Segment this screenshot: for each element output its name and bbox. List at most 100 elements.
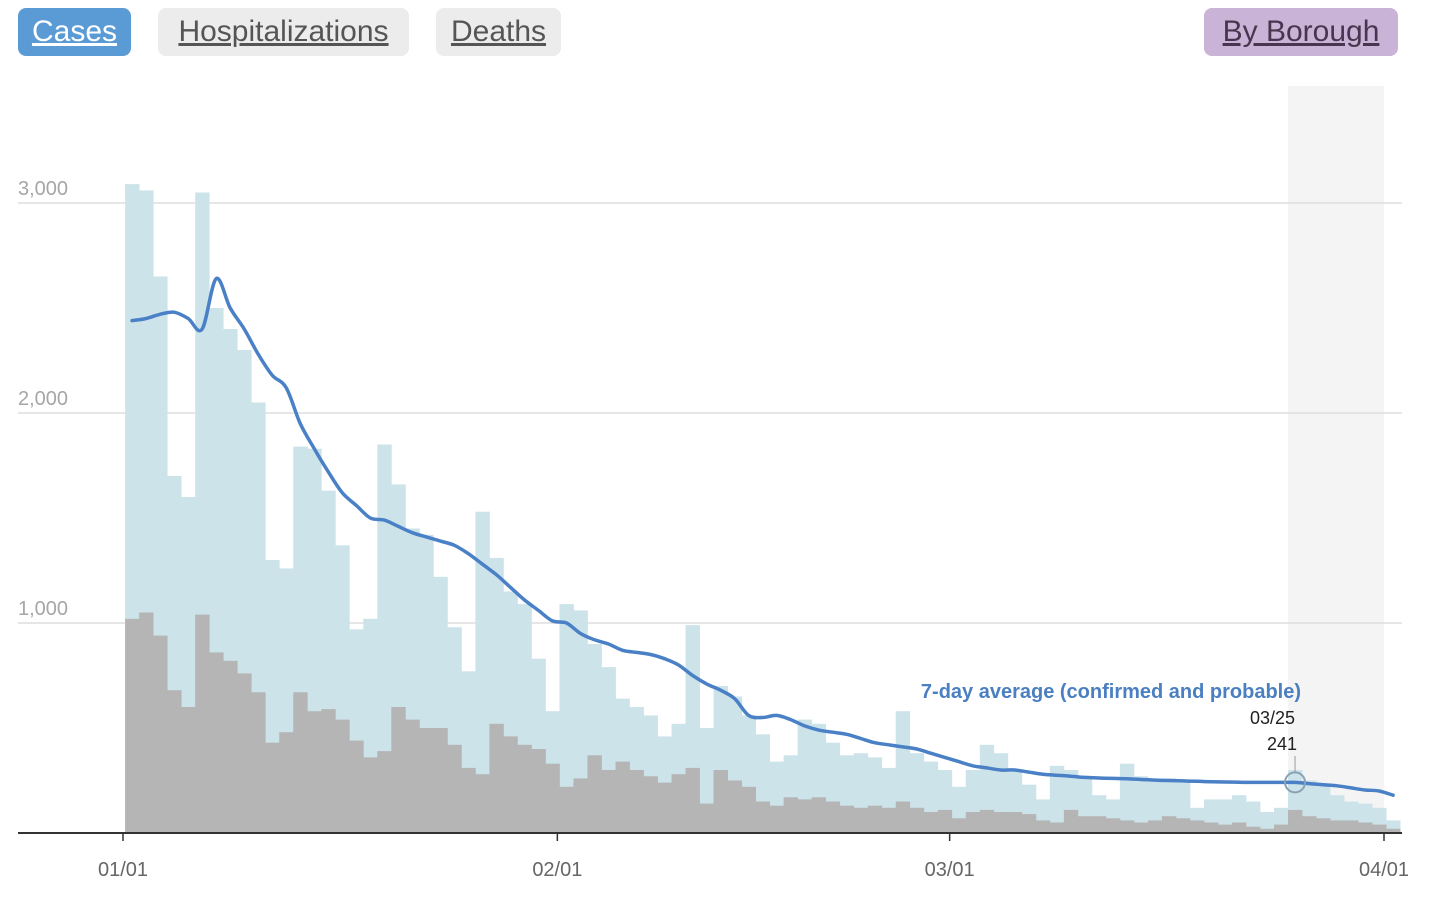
confirmed-case-bar xyxy=(1091,816,1107,833)
total-case-bar xyxy=(1133,776,1149,833)
confirmed-case-bar xyxy=(461,767,476,833)
confirmed-case-bar xyxy=(1175,818,1191,833)
confirmed-case-bar xyxy=(1077,816,1093,833)
confirmed-case-bar xyxy=(713,770,728,833)
confirmed-case-bar xyxy=(293,692,308,833)
confirmed-case-bar xyxy=(531,749,546,833)
confirmed-case-bar xyxy=(405,719,420,833)
by-borough-button[interactable]: By Borough xyxy=(1204,8,1398,56)
confirmed-case-bar xyxy=(1245,826,1261,833)
confirmed-case-bar xyxy=(783,797,799,833)
confirmed-case-bar xyxy=(643,776,658,833)
total-case-bar xyxy=(559,604,574,833)
confirmed-case-bar xyxy=(1007,812,1023,833)
confirmed-cases-bars xyxy=(125,612,1401,833)
confirmed-case-bar xyxy=(251,692,266,833)
total-case-bar xyxy=(377,444,392,833)
confirmed-case-bar xyxy=(825,801,841,833)
confirmed-case-bar xyxy=(937,809,953,833)
total-case-bar xyxy=(1245,801,1261,833)
total-case-bar xyxy=(1049,765,1065,833)
confirmed-case-bar xyxy=(517,744,532,833)
confirmed-case-bar xyxy=(993,812,1009,833)
confirmed-case-bar xyxy=(419,728,434,833)
confirmed-case-bar xyxy=(797,799,813,833)
x-tick-label: 04/01 xyxy=(1359,859,1409,881)
confirmed-case-bar xyxy=(181,707,196,833)
total-case-bar xyxy=(1260,812,1275,833)
confirmed-case-bar xyxy=(1288,809,1303,833)
confirmed-case-bar xyxy=(489,723,504,833)
confirmed-case-bar xyxy=(811,797,827,833)
confirmed-case-bar xyxy=(1231,822,1247,833)
x-tick-label: 02/01 xyxy=(532,859,582,881)
confirmed-case-bar xyxy=(1344,820,1359,833)
tab-cases[interactable]: Cases xyxy=(18,8,131,56)
confirmed-case-bar xyxy=(363,757,378,833)
tab-hospitalizations[interactable]: Hospitalizations xyxy=(158,8,409,56)
confirmed-case-bar xyxy=(1316,818,1331,833)
tooltip-date: 03/25 xyxy=(1250,708,1295,728)
confirmed-case-bar xyxy=(881,807,897,833)
confirmed-case-bar xyxy=(1119,820,1135,833)
confirmed-case-bar xyxy=(447,744,462,833)
confirmed-case-bar xyxy=(237,673,252,833)
confirmed-case-bar xyxy=(167,690,182,833)
confirmed-case-bar xyxy=(1217,824,1233,833)
hover-point-marker[interactable] xyxy=(1284,771,1307,794)
x-tick-label: 01/01 xyxy=(98,859,148,881)
total-case-bar xyxy=(1147,778,1163,833)
y-tick-label: 2,000 xyxy=(18,388,68,410)
confirmed-case-bar xyxy=(195,614,210,833)
confirmed-case-bar xyxy=(545,763,560,833)
confirmed-case-bar xyxy=(1330,820,1345,833)
confirmed-case-bar xyxy=(265,742,280,833)
x-tick-label: 03/01 xyxy=(925,859,975,881)
confirmed-case-bar xyxy=(1203,822,1219,833)
x-axis-ticks: 01/01 02/01 03/01 04/01 xyxy=(98,833,1409,881)
seven-day-average-line xyxy=(130,276,1395,797)
confirmed-case-bar xyxy=(1035,820,1051,833)
confirmed-case-bar xyxy=(587,755,602,833)
tab-deaths[interactable]: Deaths xyxy=(436,8,561,56)
confirmed-case-bar xyxy=(1133,822,1149,833)
confirmed-case-bar xyxy=(321,709,336,833)
confirmed-case-bar xyxy=(307,711,322,833)
confirmed-case-bar xyxy=(349,740,364,833)
confirmed-case-bar xyxy=(1260,828,1275,833)
confirmed-case-bar xyxy=(1189,820,1205,833)
confirmed-case-bar xyxy=(755,801,771,833)
confirmed-case-bar xyxy=(223,660,238,833)
confirmed-case-bar xyxy=(853,807,869,833)
confirmed-case-bar xyxy=(1358,822,1373,833)
confirmed-case-bar xyxy=(951,818,967,833)
confirmed-case-bar xyxy=(979,809,995,833)
confirmed-case-bar xyxy=(433,728,448,833)
seven-day-average-label: 7-day average (confirmed and probable) xyxy=(921,681,1301,703)
confirmed-case-bar xyxy=(1386,828,1401,833)
confirmed-case-bar xyxy=(1049,822,1065,833)
y-tick-label: 3,000 xyxy=(18,178,68,200)
confirmed-case-bar xyxy=(895,801,911,833)
confirmed-case-bar xyxy=(923,812,939,833)
confirmed-case-bar xyxy=(153,635,168,833)
confirmed-case-bar xyxy=(1372,824,1387,833)
confirmed-case-bar xyxy=(1021,814,1037,833)
confirmed-case-bar xyxy=(699,803,714,833)
confirmed-case-bar xyxy=(1147,820,1163,833)
tooltip-value: 241 xyxy=(1267,734,1297,754)
total-case-bar xyxy=(475,511,490,833)
confirmed-case-bar xyxy=(671,774,686,833)
confirmed-case-bar xyxy=(1063,809,1079,833)
confirmed-case-bar xyxy=(1302,816,1317,833)
confirmed-case-bar xyxy=(573,778,588,833)
confirmed-case-bar xyxy=(685,767,700,833)
confirmed-case-bar xyxy=(741,786,757,833)
confirmed-case-bar xyxy=(125,618,140,833)
confirmed-case-bar xyxy=(391,707,406,833)
confirmed-case-bar xyxy=(503,736,518,833)
confirmed-case-bar xyxy=(615,761,630,833)
confirmed-case-bar xyxy=(965,812,981,833)
confirmed-case-bar xyxy=(867,805,883,833)
